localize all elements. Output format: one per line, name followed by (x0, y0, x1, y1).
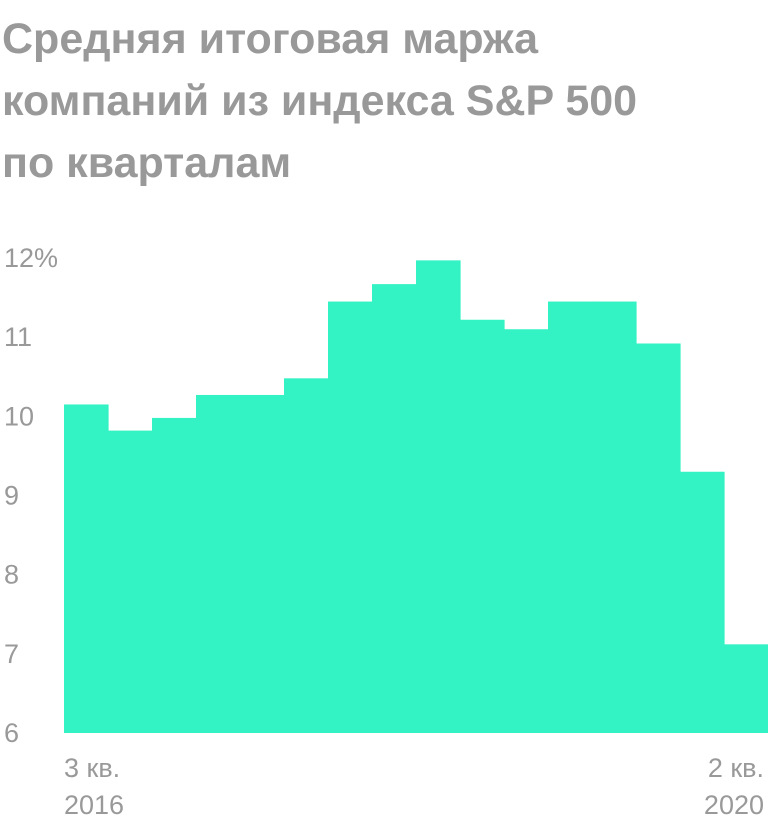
y-tick-label: 7 (4, 639, 19, 669)
y-tick-label: 10 (4, 401, 34, 431)
x-label-last-line1: 2 кв. (708, 753, 764, 783)
chart-title: Средняя итоговая маржа компаний из индек… (2, 8, 762, 194)
x-label-first-line1: 3 кв. (64, 753, 120, 783)
bar: 2 кв. 2019: 11.45 (548, 301, 593, 733)
bar: 4 кв. 2018: 11.22 (460, 319, 505, 733)
title-line-1: Средняя итоговая маржа (2, 15, 539, 63)
bar: 4 кв. 2019: 10.92 (636, 343, 681, 733)
title-line-2: компаний из индекса S&P 500 (2, 77, 638, 125)
bar: 4 кв. 2017: 10.48 (284, 378, 329, 733)
y-tick-label: 9 (4, 481, 19, 511)
x-label-first-line2: 2016 (64, 790, 124, 820)
x-axis-labels: 3 кв. 2016 2 кв. 2020 (64, 753, 764, 820)
y-axis-ticks: 12% 11 10 9 8 7 6 (4, 243, 58, 748)
bar: 1 кв. 2020: 9.3 (680, 471, 725, 733)
bars-group: 3 кв. 2016: 10.154 кв. 2016: 9.821 кв. 2… (64, 260, 768, 733)
bar: 2 кв. 2017: 10.27 (196, 394, 241, 733)
y-tick-label: 11 (4, 322, 32, 352)
bar: 3 кв. 2016: 10.15 (64, 404, 109, 733)
bar: 1 кв. 2017: 9.98 (152, 417, 197, 733)
bar: 3 кв. 2018: 11.97 (416, 260, 461, 733)
bar: 1 кв. 2019: 11.1 (504, 329, 549, 733)
bar: 1 кв. 2018: 11.45 (328, 301, 373, 733)
title-line-3: по кварталам (2, 139, 292, 187)
y-tick-label: 8 (4, 560, 19, 590)
bar: 3 кв. 2017: 10.27 (240, 394, 285, 733)
bar: 4 кв. 2016: 9.82 (108, 430, 153, 733)
x-label-last-line2: 2020 (704, 790, 764, 820)
y-tick-label: 12% (4, 243, 58, 273)
bar: 3 кв. 2019: 11.45 (592, 301, 637, 733)
bar: 2 кв. 2020: 7.12 (724, 644, 768, 733)
bar: 2 кв. 2018: 11.67 (372, 284, 417, 733)
y-tick-label: 6 (4, 718, 19, 748)
